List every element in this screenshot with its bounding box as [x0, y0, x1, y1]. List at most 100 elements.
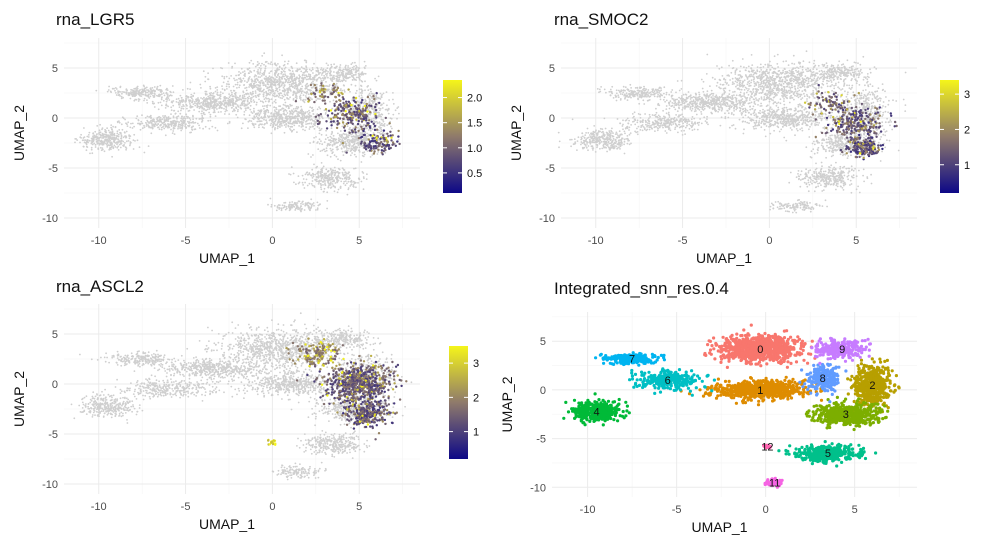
- background-cell-point: [274, 101, 277, 104]
- background-cell-point: [329, 135, 332, 138]
- expression-point: [382, 134, 385, 137]
- background-cell-point: [207, 78, 209, 81]
- background-cell-point: [258, 126, 260, 129]
- background-cell-point: [301, 74, 304, 77]
- background-cell-point: [171, 132, 174, 135]
- background-cell-point: [261, 62, 263, 65]
- background-cell-point: [160, 98, 163, 101]
- background-cell-point: [316, 201, 319, 204]
- background-cell-point: [355, 155, 357, 158]
- background-cell-point: [263, 52, 266, 55]
- background-cell-point: [234, 83, 237, 86]
- expression-point: [347, 88, 350, 91]
- background-cell-point: [225, 101, 228, 104]
- background-cell-point: [243, 94, 246, 96]
- background-cell-point: [324, 180, 326, 182]
- background-cell-point: [258, 81, 261, 83]
- background-cell-point: [180, 117, 183, 120]
- background-cell-point: [204, 100, 206, 103]
- background-cell-point: [234, 79, 236, 82]
- background-cell-point: [213, 104, 216, 107]
- background-cell-point: [272, 77, 275, 79]
- background-cell-point: [267, 89, 270, 92]
- background-cell-point: [281, 124, 283, 127]
- background-cell-point: [113, 134, 115, 136]
- background-cell-point: [96, 140, 99, 142]
- background-cell-point: [760, 91, 762, 94]
- background-cell-point: [265, 119, 267, 122]
- background-cell-point: [341, 171, 344, 174]
- background-cell-point: [738, 79, 741, 82]
- background-cell-point: [139, 123, 142, 126]
- background-cell-point: [273, 122, 276, 125]
- background-cell-point: [250, 120, 253, 122]
- background-cell-point: [163, 120, 166, 122]
- background-cell-point: [132, 148, 135, 150]
- background-cell-point: [338, 172, 341, 174]
- expression-point: [391, 134, 394, 137]
- background-cell-point: [242, 77, 245, 80]
- background-cell-point: [341, 133, 343, 136]
- expression-point: [342, 97, 345, 101]
- background-cell-point: [352, 74, 355, 77]
- background-cell-point: [225, 107, 228, 109]
- background-cell-point: [377, 151, 380, 153]
- background-cell-point: [150, 126, 153, 129]
- background-cell-point: [159, 124, 162, 127]
- expression-point: [339, 105, 343, 108]
- background-cell-point: [750, 67, 753, 70]
- expression-point: [368, 126, 372, 129]
- background-cell-point: [181, 124, 184, 127]
- background-cell-point: [102, 137, 105, 139]
- background-cell-point: [150, 92, 152, 95]
- background-cell-point: [165, 104, 168, 107]
- background-cell-point: [353, 138, 356, 141]
- expression-point: [319, 113, 322, 116]
- background-cell-point: [305, 96, 308, 99]
- background-cell-point: [189, 88, 192, 90]
- background-cell-point: [124, 146, 127, 149]
- background-cell-point: [251, 96, 253, 99]
- background-cell-point: [384, 133, 386, 135]
- background-cell-point: [279, 117, 282, 120]
- background-cell-point: [322, 165, 325, 168]
- background-cell-point: [323, 176, 326, 179]
- background-cell-point: [262, 101, 265, 104]
- background-cell-point: [133, 133, 136, 136]
- background-cell-point: [337, 137, 340, 140]
- background-cell-point: [357, 72, 360, 75]
- background-cell-point: [315, 136, 317, 138]
- background-cell-point: [177, 123, 180, 125]
- background-cell-point: [319, 182, 322, 185]
- background-cell-point: [336, 175, 338, 178]
- background-cell-point: [339, 75, 342, 77]
- background-cell-point: [172, 126, 175, 129]
- background-cell-point: [303, 71, 305, 74]
- expression-point: [347, 100, 350, 104]
- background-cell-point: [98, 129, 101, 132]
- background-cell-point: [224, 110, 227, 113]
- background-cell-point: [245, 118, 247, 121]
- background-cell-point: [285, 114, 288, 116]
- background-cell-point: [760, 69, 763, 71]
- background-cell-point: [306, 90, 308, 93]
- x-axis-label: UMAP_1: [199, 250, 255, 266]
- colorbar-tick-label: 0.5: [467, 168, 482, 180]
- background-cell-point: [252, 95, 255, 98]
- background-cell-point: [376, 153, 379, 155]
- background-cell-point: [274, 78, 277, 81]
- background-cell-point: [184, 100, 187, 103]
- background-cell-point: [102, 134, 105, 137]
- background-cell-point: [212, 105, 215, 108]
- background-cell-point: [273, 100, 276, 103]
- background-cell-point: [360, 161, 363, 163]
- expression-point: [350, 103, 353, 107]
- background-cell-point: [304, 84, 307, 87]
- expression-point: [335, 88, 339, 92]
- background-cell-point: [316, 142, 318, 144]
- background-cell-point: [107, 129, 110, 132]
- background-cell-point: [301, 174, 304, 177]
- background-cell-point: [292, 90, 295, 93]
- background-cell-point: [93, 136, 96, 139]
- background-cell-point: [165, 117, 168, 120]
